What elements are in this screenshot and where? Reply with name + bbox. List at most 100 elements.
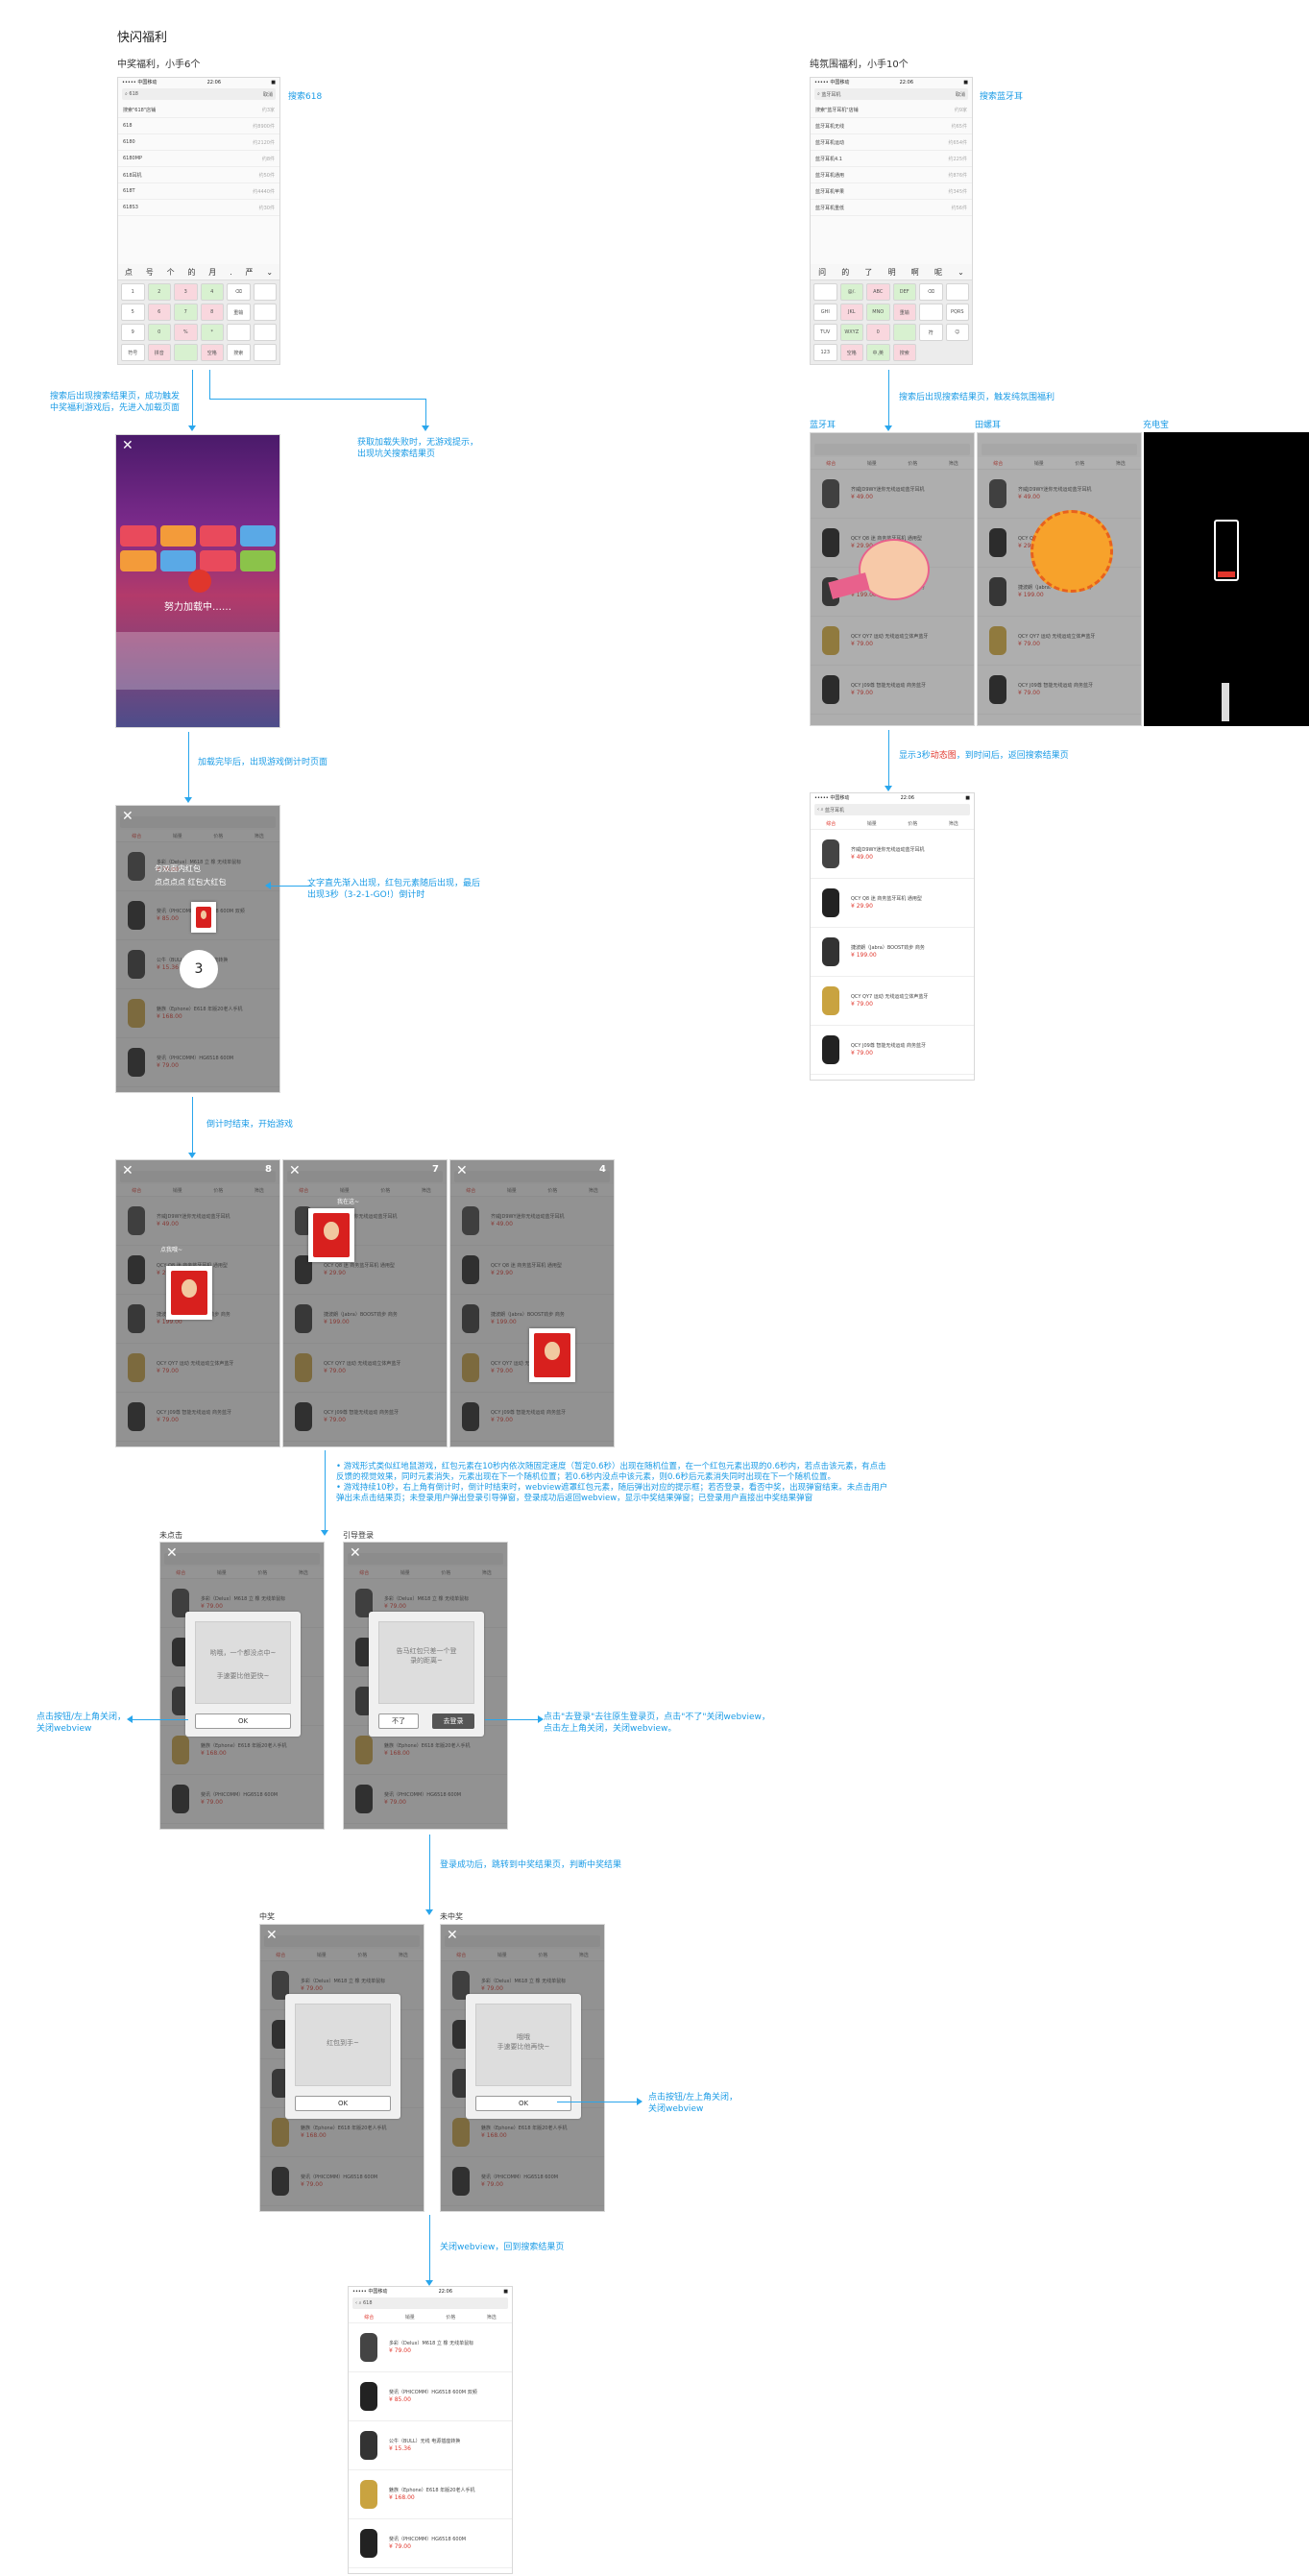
close-icon[interactable]: ✕ [447,1928,458,1943]
candidate-word[interactable]: 的 [187,267,196,277]
product-row[interactable]: QCY Q8 迷 商务蓝牙耳机 通用型¥ 29.90 [811,879,974,928]
sort-tab[interactable]: 筛选 [948,820,958,827]
sort-tab[interactable]: 价格 [1075,460,1085,467]
go-login-button[interactable]: 去登录 [432,1713,474,1729]
red-packet-icon[interactable] [529,1328,575,1382]
suggestion-item[interactable]: 蓝牙耳机4.1 约225件 [811,151,972,167]
keyboard-key[interactable] [174,344,198,361]
keyboard-key[interactable]: 符号 [121,344,145,361]
ok-button[interactable]: OK [195,1713,291,1729]
suggestion-item[interactable]: 搜索"618"店铺 约3家 [118,102,279,118]
sort-tab[interactable]: 销量 [866,820,877,827]
suggestion-item[interactable]: 搜索"蓝牙耳机"店铺 约9家 [811,102,972,118]
keyboard-key[interactable] [945,283,969,301]
keyboard-key[interactable] [253,283,277,301]
keyboard-key[interactable]: * [200,324,224,341]
search-input[interactable]: ⌕ 618 取消 [122,88,276,100]
keyboard-key[interactable] [919,304,943,321]
sort-tab[interactable]: 价格 [908,820,918,827]
close-icon[interactable]: ✕ [122,1163,133,1179]
candidate-word[interactable]: 啊 [910,267,919,277]
keyboard-key[interactable]: 拼音 [147,344,171,361]
keyboard-key[interactable]: 3 [174,283,198,301]
keyboard-key[interactable]: 中,英 [866,344,890,361]
keyboard-key[interactable] [253,344,277,361]
suggestion-item[interactable]: 蓝牙耳机无线 约65件 [811,118,972,134]
candidate-word[interactable]: 严 [245,267,254,277]
suggestion-item[interactable]: 618S3 约30件 [118,200,279,216]
sort-tab[interactable]: 综合 [826,460,836,467]
product-row[interactable]: QCY J09尊 智能无线运动 商务蓝牙¥ 79.00 [978,666,1141,715]
product-row[interactable]: QCY QY7 运动 无线运动立体声蓝牙¥ 79.00 [978,617,1141,666]
sort-tab[interactable]: 综合 [993,460,1004,467]
product-row[interactable]: 魅族（Ephone）E618 年版20老人手机¥ 168.00 [349,2470,512,2519]
keyboard-key[interactable]: @/. [839,283,863,301]
keyboard-key[interactable]: 5 [121,304,145,321]
keyboard-key[interactable]: 0 [147,324,171,341]
sort-tab[interactable]: 销量 [866,460,877,467]
candidate-word[interactable]: 明 [887,267,896,277]
candidate-word[interactable]: 号 [145,267,154,277]
suggestion-item[interactable]: 蓝牙耳机通用 约876件 [811,167,972,183]
red-packet-icon[interactable] [166,1266,212,1320]
candidate-word[interactable]: 了 [864,267,873,277]
keyboard-key[interactable]: 9 [121,324,145,341]
keyboard-key[interactable] [892,324,916,341]
candidate-word[interactable]: ⌄ [958,267,964,277]
sort-tab[interactable]: 综合 [826,820,836,827]
product-row[interactable]: QCY J09尊 智能无线运动 商务蓝牙¥ 79.00 [811,666,974,715]
ok-button[interactable]: OK [475,2096,571,2111]
product-row[interactable]: 公牛（BULL）无线 电源插座转换¥ 15.36 [349,2421,512,2470]
product-row[interactable]: 斐讯（PHICOMM）HG6518 600M¥ 79.00 [349,2519,512,2568]
keyboard-key[interactable] [227,324,251,341]
sort-tab[interactable]: 综合 [364,2314,375,2321]
product-row[interactable]: QCY QY7 运动 无线运动立体声蓝牙¥ 79.00 [811,617,974,666]
candidate-word[interactable]: 问 [818,267,827,277]
close-icon[interactable]: ✕ [122,438,133,453]
suggestion-item[interactable]: 6180MP 约8件 [118,151,279,167]
keyboard-key[interactable]: 重输 [227,304,251,321]
keyboard-key[interactable]: GHI [813,304,837,321]
keyboard-key[interactable]: WXYZ [839,324,863,341]
keyboard-key[interactable]: PQRS [945,304,969,321]
cancel-button[interactable]: 取消 [955,91,965,98]
candidate-word[interactable]: 个 [166,267,175,277]
keyboard-key[interactable]: TUV [813,324,837,341]
search-input[interactable]: ‹ ⌕ 蓝牙耳机 [814,804,970,815]
close-icon[interactable]: ✕ [289,1163,301,1179]
suggestion-item[interactable]: 618 约8900件 [118,118,279,134]
keyboard-key[interactable]: 0 [866,324,890,341]
red-packet-icon[interactable] [308,1208,354,1262]
suggestion-item[interactable]: 618耳机 约50件 [118,167,279,183]
product-row[interactable]: 齐威JD9WY迷你无线运动蓝牙耳机¥ 49.00 [811,830,974,879]
suggestion-item[interactable]: 6180 约2120件 [118,134,279,151]
keyboard-key[interactable]: ABC [866,283,890,301]
product-row[interactable]: 斐讯（PHICOMM）HG6518 600M 双频¥ 85.00 [349,2372,512,2421]
keyboard-key[interactable]: ⌫ [919,283,943,301]
candidate-word[interactable]: 呢 [933,267,942,277]
decline-button[interactable]: 不了 [378,1713,419,1729]
product-row[interactable]: 捷波朗（Jabra）BOOST劲步 商务¥ 199.00 [811,928,974,977]
product-row[interactable]: 多彩（Delux）M618 立 橡 无线单鼠标¥ 79.00 [349,2323,512,2372]
candidate-word[interactable]: ⌄ [266,267,274,277]
keyboard-key[interactable]: 7 [174,304,198,321]
sort-tab[interactable]: 筛选 [948,460,958,467]
sort-tab[interactable]: 销量 [404,2314,415,2321]
keyboard-key[interactable]: 搜索 [227,344,251,361]
keyboard-key[interactable]: % [174,324,198,341]
keyboard-key[interactable] [253,324,277,341]
keyboard-key[interactable]: 123 [813,344,837,361]
candidate-word[interactable]: . [230,267,232,277]
keyboard-key[interactable]: 搜索 [892,344,916,361]
candidate-word[interactable]: 的 [841,267,850,277]
keyboard-key[interactable]: 1 [121,283,145,301]
sort-tab[interactable]: 价格 [908,460,918,467]
sort-tab[interactable]: 筛选 [1115,460,1126,467]
product-row[interactable]: 齐威JD9WY迷你无线运动蓝牙耳机¥ 49.00 [811,470,974,519]
suggestion-item[interactable]: 蓝牙耳机重低 约56件 [811,200,972,216]
search-input[interactable] [814,444,970,455]
keyboard-key[interactable]: 符 [919,324,943,341]
candidate-word[interactable]: 月 [208,267,217,277]
close-icon[interactable]: ✕ [122,809,133,824]
suggestion-item[interactable]: 蓝牙耳机苹果 约345件 [811,183,972,200]
